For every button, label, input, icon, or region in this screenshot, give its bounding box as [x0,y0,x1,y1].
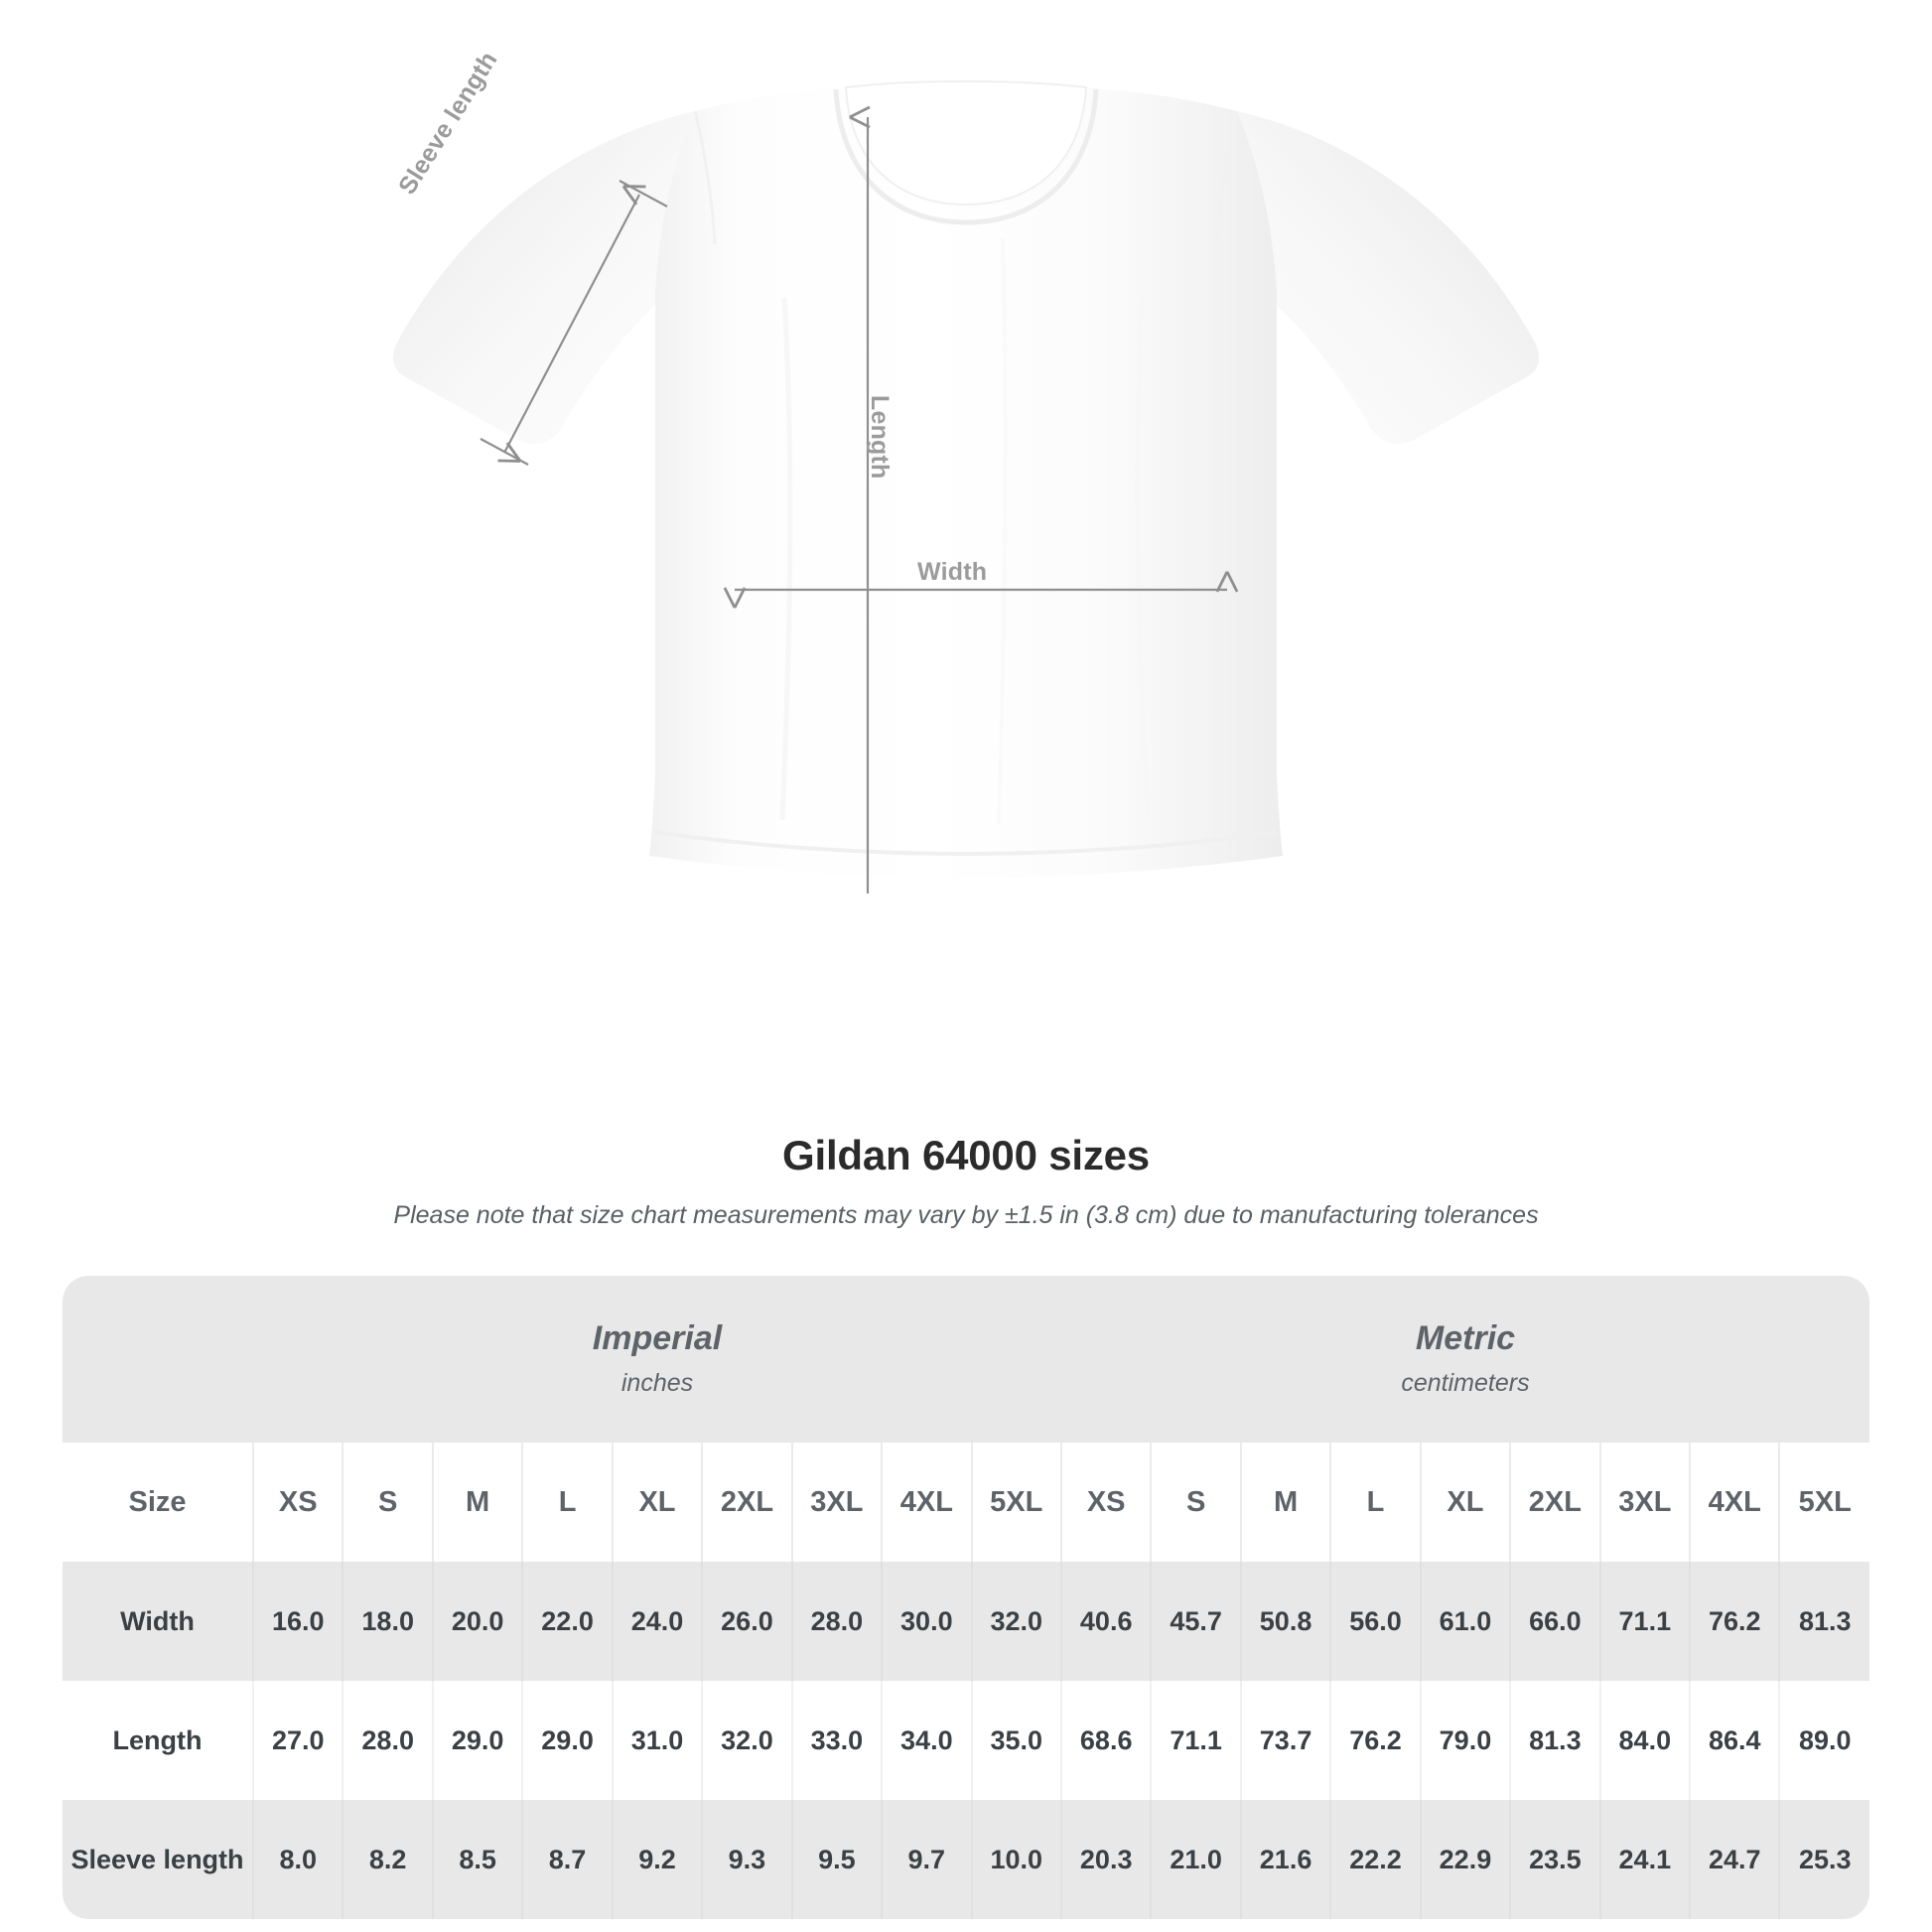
cell-sleeve-metric-xl: 22.9 [1419,1800,1511,1919]
cell-sleeve-imperial-5xl: 10.0 [970,1800,1061,1919]
size-header-imperial-5xl: 5XL [970,1443,1061,1562]
cell-length-metric-xs: 68.6 [1059,1681,1152,1800]
cell-length-metric-m: 73.7 [1239,1681,1331,1800]
cell-sleeve-imperial-4xl: 9.7 [881,1800,972,1919]
cell-length-imperial-4xl: 34.0 [881,1681,972,1800]
size-header-metric-m: M [1239,1443,1331,1562]
unit-name-metric: Metric [1415,1318,1516,1357]
cell-length-metric-2xl: 81.3 [1509,1681,1600,1800]
cell-length-metric-4xl: 86.4 [1689,1681,1780,1800]
cell-sleeve-metric-2xl: 23.5 [1509,1800,1600,1919]
size-header-label: Size [63,1443,254,1562]
cell-width-metric-2xl: 66.0 [1509,1562,1600,1681]
cell-sleeve-metric-m: 21.6 [1239,1800,1331,1919]
unit-sub-metric: centimeters [1401,1369,1530,1398]
cell-width-imperial-l: 22.0 [521,1562,613,1681]
unit-header-metric: Metric centimeters [1060,1276,1869,1443]
size-header-metric-4xl: 4XL [1689,1443,1780,1562]
size-chart-table: Imperial inches Metric centimeters Size … [63,1276,1869,1919]
tshirt-illustration: Sleeve length Length Width [0,0,1932,894]
cell-length-imperial-xs: 27.0 [252,1681,344,1800]
size-header-row: Size XS S M L XL 2XL 3XL 4XL 5XL XS S M … [63,1443,1869,1562]
size-header-imperial-2xl: 2XL [701,1443,792,1562]
cell-length-imperial-s: 28.0 [342,1681,433,1800]
size-header-imperial-m: M [431,1443,523,1562]
cell-sleeve-metric-5xl: 25.3 [1778,1800,1869,1919]
cell-sleeve-metric-l: 22.2 [1329,1800,1421,1919]
cell-width-metric-xl: 61.0 [1419,1562,1511,1681]
length-label: Length [866,395,894,480]
cell-length-metric-xl: 79.0 [1419,1681,1511,1800]
size-header-imperial-3xl: 3XL [790,1443,883,1562]
cell-width-metric-3xl: 71.1 [1598,1562,1691,1681]
size-chart-table-wrapper: Imperial inches Metric centimeters Size … [63,1276,1869,1919]
cell-length-metric-l: 76.2 [1329,1681,1421,1800]
cell-width-imperial-2xl: 26.0 [701,1562,792,1681]
cell-width-imperial-s: 18.0 [342,1562,433,1681]
cell-sleeve-imperial-3xl: 9.5 [790,1800,883,1919]
cell-length-imperial-3xl: 33.0 [790,1681,883,1800]
cell-length-imperial-2xl: 32.0 [701,1681,792,1800]
size-header-metric-xs: XS [1059,1443,1152,1562]
sleeve-length-dimension-arrow [480,180,668,466]
table-row: Width 16.0 18.0 20.0 22.0 24.0 26.0 28.0… [63,1562,1869,1681]
cell-length-metric-5xl: 89.0 [1778,1681,1869,1800]
cell-sleeve-metric-3xl: 24.1 [1598,1800,1691,1919]
cell-width-metric-s: 45.7 [1150,1562,1241,1681]
cell-sleeve-metric-s: 21.0 [1150,1800,1241,1919]
size-header-imperial-xs: XS [252,1443,344,1562]
cell-length-imperial-l: 29.0 [521,1681,613,1800]
unit-name-imperial: Imperial [592,1318,723,1357]
cell-sleeve-metric-xs: 20.3 [1059,1800,1152,1919]
width-label: Width [917,558,988,586]
cell-width-imperial-xs: 16.0 [252,1562,344,1681]
title-block: Gildan 64000 sizes Please note that size… [0,1132,1932,1230]
size-header-imperial-l: L [521,1443,613,1562]
unit-header-imperial: Imperial inches [253,1276,1061,1443]
cell-sleeve-imperial-xs: 8.0 [252,1800,344,1919]
cell-width-imperial-xl: 24.0 [611,1562,703,1681]
unit-header-spacer [63,1276,254,1443]
table-row: Length 27.0 28.0 29.0 29.0 31.0 32.0 33.… [63,1681,1869,1800]
cell-length-imperial-5xl: 35.0 [970,1681,1061,1800]
cell-width-imperial-m: 20.0 [431,1562,523,1681]
cell-length-metric-3xl: 84.0 [1598,1681,1691,1800]
page-title: Gildan 64000 sizes [782,1132,1150,1178]
size-header-imperial-4xl: 4XL [881,1443,972,1562]
size-header-metric-s: S [1150,1443,1241,1562]
unit-header-row: Imperial inches Metric centimeters [63,1276,1869,1443]
cell-sleeve-imperial-m: 8.5 [431,1800,523,1919]
cell-width-metric-5xl: 81.3 [1778,1562,1869,1681]
cell-sleeve-imperial-xl: 9.2 [611,1800,703,1919]
cell-width-imperial-5xl: 32.0 [970,1562,1061,1681]
table-row: Sleeve length 8.0 8.2 8.5 8.7 9.2 9.3 9.… [63,1800,1869,1919]
cell-sleeve-metric-4xl: 24.7 [1689,1800,1780,1919]
cell-width-imperial-4xl: 30.0 [881,1562,972,1681]
cell-width-metric-4xl: 76.2 [1689,1562,1780,1681]
cell-length-imperial-m: 29.0 [431,1681,523,1800]
size-header-metric-5xl: 5XL [1778,1443,1869,1562]
tolerance-note: Please note that size chart measurements… [393,1201,1539,1229]
size-header-metric-2xl: 2XL [1509,1443,1600,1562]
cell-width-metric-l: 56.0 [1329,1562,1421,1681]
cell-width-metric-xs: 40.6 [1059,1562,1152,1681]
unit-sub-imperial: inches [621,1369,694,1398]
row-label-width: Width [63,1562,254,1681]
size-header-metric-xl: XL [1419,1443,1511,1562]
cell-sleeve-imperial-2xl: 9.3 [701,1800,792,1919]
size-header-metric-l: L [1329,1443,1421,1562]
size-header-imperial-xl: XL [611,1443,703,1562]
size-header-metric-3xl: 3XL [1598,1443,1691,1562]
cell-sleeve-imperial-l: 8.7 [521,1800,613,1919]
cell-width-metric-m: 50.8 [1239,1562,1331,1681]
size-header-imperial-s: S [342,1443,433,1562]
cell-sleeve-imperial-s: 8.2 [342,1800,433,1919]
cell-width-imperial-3xl: 28.0 [790,1562,883,1681]
row-label-length: Length [63,1681,254,1800]
cell-length-imperial-xl: 31.0 [611,1681,703,1800]
row-label-sleeve-length: Sleeve length [63,1800,254,1919]
cell-length-metric-s: 71.1 [1150,1681,1241,1800]
